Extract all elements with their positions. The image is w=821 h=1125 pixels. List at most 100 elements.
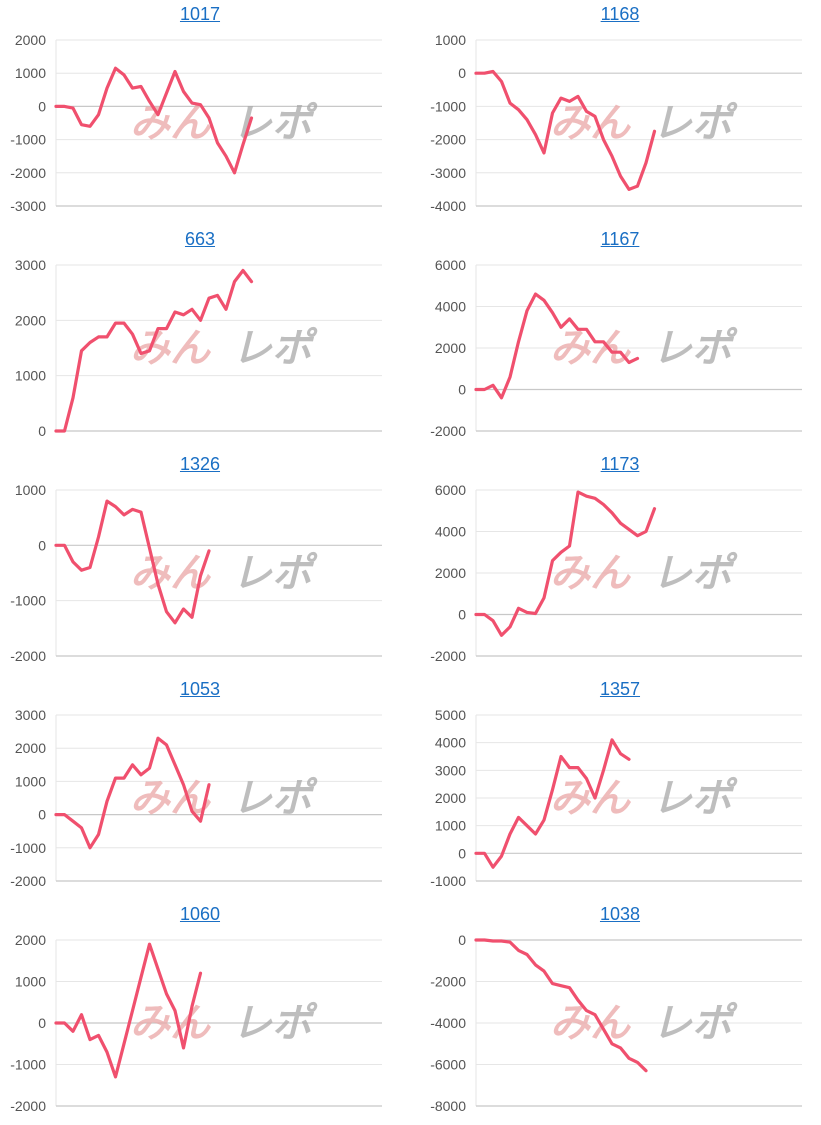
chart-title-link[interactable]: 1167 [600,229,640,249]
y-tick-label: 6000 [435,482,466,498]
chart-title-link[interactable]: 1357 [599,679,641,699]
y-tick-label: 2000 [435,565,466,581]
watermark-right-text: レポ [652,325,738,371]
chart-panel-1168: 1168 1000 0 -1000 -2000 -3000 -4000 みん レポ [420,0,820,222]
series-line [54,268,254,433]
y-tick-label: -8000 [430,1098,466,1114]
watermark-right-text: レポ [652,1000,738,1046]
chart-title-link[interactable]: 1038 [599,904,641,924]
chart-panel-1038: 1038 0 -2000 -4000 -6000 -8000 みん レポ [420,900,820,1122]
series-line [474,69,657,191]
y-tick-label: -1000 [10,1057,46,1073]
chart-title-link[interactable]: 1326 [179,454,221,474]
y-tick-label: 4000 [435,735,466,751]
y-tick-label: -2000 [430,132,466,148]
y-tick-label: 0 [38,807,46,823]
series-line [54,66,254,175]
watermark-right-text: レポ [232,550,318,596]
series-line [474,490,657,637]
line-chart: 0 -2000 -4000 -6000 -8000 みん レポ [430,932,802,1114]
watermark-left-text: みん [550,1000,632,1046]
y-tick-label: 2000 [15,32,46,48]
watermark-right-text: レポ [652,100,738,146]
chart-panel-1167: 1167 6000 4000 2000 0 -2000 みん レポ [420,225,820,447]
y-tick-label: -1000 [430,873,466,889]
y-tick-label: 2000 [15,740,46,756]
line-chart: 1000 0 -1000 -2000 -3000 -4000 みん レポ [430,32,802,214]
y-tick-label: 0 [38,1015,46,1031]
chart-panel-1060: 1060 2000 1000 0 -1000 -2000 みん レポ [0,900,400,1122]
y-tick-label: -1000 [10,132,46,148]
y-tick-label: 5000 [435,707,466,723]
watermark-left-text: みん [550,325,632,371]
chart-title-link[interactable]: 663 [184,229,216,249]
y-tick-label: -2000 [430,423,466,439]
chart-title-link[interactable]: 1168 [600,4,640,24]
y-tick-label: -3000 [430,165,466,181]
chart-panel-1173: 1173 6000 4000 2000 0 -2000 みん レポ [420,450,820,672]
watermark-logo: みん レポ [130,325,318,371]
y-tick-label: 1000 [15,974,46,990]
chart-panel-1357: 1357 5000 4000 3000 2000 1000 0 -1000 みん レポ [420,675,820,897]
watermark-left-text: みん [550,775,632,821]
y-tick-label: -2000 [10,165,46,181]
y-tick-label: 3000 [15,257,46,273]
line-chart: 6000 4000 2000 0 -2000 みん レポ [430,257,802,439]
y-tick-label: -4000 [430,198,466,214]
chart-title-link[interactable]: 1060 [179,904,221,924]
y-tick-label: -6000 [430,1057,466,1073]
y-tick-label: 0 [458,382,466,398]
watermark-left-text: みん [550,100,632,146]
y-tick-label: 0 [38,423,46,439]
chart-panel-1326: 1326 1000 0 -1000 -2000 みん レポ [0,450,400,672]
chart-title-link[interactable]: 1017 [179,4,221,24]
y-tick-label: -2000 [430,974,466,990]
watermark-right-text: レポ [232,1000,318,1046]
watermark-logo: みん レポ [550,550,738,596]
y-tick-label: 2000 [435,790,466,806]
watermark-right-text: レポ [232,325,318,371]
watermark-left-text: みん [130,100,212,146]
watermark-logo: みん レポ [130,775,318,821]
y-tick-label: 1000 [15,368,46,384]
y-tick-label: 0 [458,607,466,623]
y-tick-label: 0 [458,65,466,81]
y-tick-label: 2000 [15,932,46,948]
watermark-left-text: みん [130,775,212,821]
y-tick-label: 3000 [15,707,46,723]
line-chart: 5000 4000 3000 2000 1000 0 -1000 みん レポ [430,707,802,889]
watermark-logo: みん レポ [550,100,738,146]
y-tick-label: 2000 [15,312,46,328]
watermark-right-text: レポ [232,775,318,821]
watermark-logo: みん レポ [550,325,738,371]
watermark-logo: みん レポ [550,775,738,821]
watermark-left-text: みん [130,1000,212,1046]
y-tick-label: 1000 [15,773,46,789]
watermark-left-text: みん [130,325,212,371]
y-tick-label: 1000 [435,818,466,834]
line-chart: 3000 2000 1000 0 みん レポ [15,257,382,439]
y-tick-label: -1000 [10,593,46,609]
line-chart: 6000 4000 2000 0 -2000 みん レポ [430,482,802,664]
y-tick-label: 4000 [435,524,466,540]
y-tick-label: 2000 [435,340,466,356]
y-tick-label: 1000 [15,65,46,81]
watermark-right-text: レポ [652,775,738,821]
chart-title-link[interactable]: 1173 [600,454,640,474]
line-chart: 3000 2000 1000 0 -1000 -2000 みん レポ [10,707,382,889]
y-tick-label: -4000 [430,1015,466,1031]
chart-title-link[interactable]: 1053 [179,679,221,699]
series-line [474,738,631,869]
y-tick-label: -1000 [430,98,466,114]
chart-panel-1017: 1017 2000 1000 0 -1000 -2000 -3000 みん レポ [0,0,400,222]
y-tick-label: 3000 [435,762,466,778]
watermark-logo: みん レポ [550,1000,738,1046]
series-line [54,942,203,1079]
watermark-right-text: レポ [652,550,738,596]
y-tick-label: 1000 [15,482,46,498]
y-tick-label: -2000 [430,648,466,664]
series-line [54,499,211,625]
series-line [54,736,211,850]
